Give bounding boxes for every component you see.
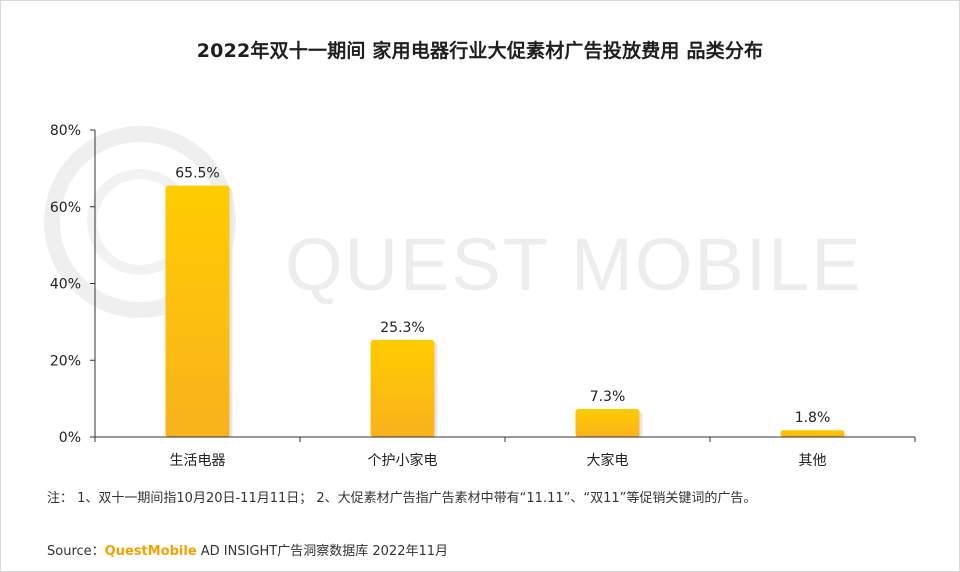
x-tick-labels: 生活电器 个护小家电 大家电 其他	[94, 437, 916, 469]
y-tick-label: 0%	[59, 430, 81, 446]
data-label: 25.3%	[380, 320, 424, 336]
x-tick-label: 个护小家电	[368, 452, 438, 469]
source-brand: QuestMobile	[104, 544, 197, 559]
y-tick-marks	[90, 129, 95, 438]
y-tick-labels: 0% 20% 40% 60% 80%	[50, 123, 81, 446]
data-label: 65.5%	[175, 166, 219, 182]
bar	[165, 185, 230, 437]
data-label: 1.8%	[795, 410, 831, 426]
x-tick-label: 其他	[799, 453, 827, 469]
source-prefix: Source：	[47, 544, 105, 559]
y-tick-label: 40%	[50, 277, 81, 293]
y-tick-label: 80%	[50, 123, 81, 139]
chart-title: 2022年双十一期间 家用电器行业大促素材广告投放费用 品类分布	[196, 40, 764, 62]
bars-group: 65.5% 25.3% 7.3% 1.8%	[165, 166, 848, 437]
footnote: 注： 1、双十一期间指10月20日-11月11日； 2、大促素材广告指广告素材中…	[47, 491, 757, 506]
data-label: 7.3%	[590, 389, 626, 405]
y-tick-label: 20%	[50, 353, 81, 369]
source-rest: AD INSIGHT广告洞察数据库 2022年11月	[196, 544, 449, 559]
bar	[575, 408, 640, 437]
watermark: QUEST MOBILE	[44, 126, 863, 318]
bar	[780, 430, 845, 437]
x-tick-label: 生活电器	[170, 453, 226, 469]
y-tick-label: 60%	[50, 200, 81, 216]
bar	[370, 339, 435, 437]
watermark-text: QUEST MOBILE	[285, 223, 863, 306]
x-tick-label: 大家电	[587, 452, 629, 469]
source-line: Source：QuestMobile AD INSIGHT广告洞察数据库 202…	[47, 540, 448, 559]
